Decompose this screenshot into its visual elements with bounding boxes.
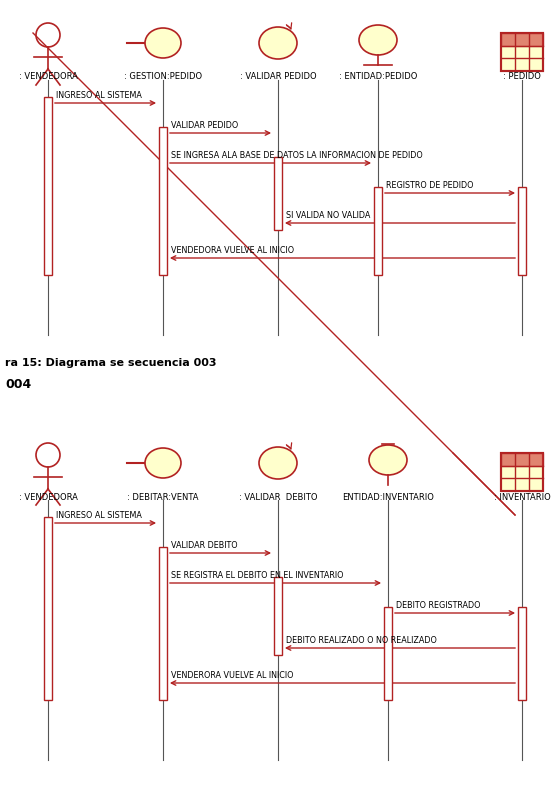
Bar [501, 453, 543, 491]
Text: INGRESO AL SISTEMA: INGRESO AL SISTEMA [56, 91, 142, 100]
Text: : ENTIDAD:PEDIDO: : ENTIDAD:PEDIDO [339, 72, 417, 81]
Bar [384, 607, 392, 700]
Bar [518, 187, 526, 275]
Text: : DEBITAR:VENTA: : DEBITAR:VENTA [127, 493, 199, 502]
Bar [44, 517, 52, 700]
Text: DEBITO REALIZADO O NO REALIZADO: DEBITO REALIZADO O NO REALIZADO [286, 636, 437, 645]
Bar [501, 33, 543, 46]
Ellipse shape [259, 27, 297, 59]
Bar [274, 157, 282, 230]
Ellipse shape [359, 25, 397, 55]
Bar [501, 33, 543, 71]
Text: SI VALIDA NO VALIDA: SI VALIDA NO VALIDA [286, 211, 370, 220]
Bar [274, 577, 282, 655]
Ellipse shape [145, 448, 181, 478]
Bar [159, 547, 167, 700]
Text: : VALIDAR  DEBITO: : VALIDAR DEBITO [239, 493, 317, 502]
Text: 004: 004 [5, 378, 31, 391]
Bar [374, 187, 382, 275]
Ellipse shape [369, 445, 407, 475]
Text: VENDERORA VUELVE AL INICIO: VENDERORA VUELVE AL INICIO [171, 671, 294, 680]
Bar [501, 453, 543, 491]
Text: VENDEDORA VUELVE AL INICIO: VENDEDORA VUELVE AL INICIO [171, 246, 294, 255]
Ellipse shape [145, 28, 181, 58]
Text: : VALIDAR PEDIDO: : VALIDAR PEDIDO [240, 72, 316, 81]
Text: : VENDEDORA: : VENDEDORA [18, 493, 77, 502]
Text: : VENDEDORA: : VENDEDORA [18, 72, 77, 81]
Text: VALIDAR DEBITO: VALIDAR DEBITO [171, 541, 238, 550]
Text: SE REGISTRA EL DEBITO EN EL INVENTARIO: SE REGISTRA EL DEBITO EN EL INVENTARIO [171, 571, 344, 580]
Text: : PEDIDO: : PEDIDO [503, 72, 541, 81]
Bar [501, 453, 543, 466]
Text: DEBITO REGISTRADO: DEBITO REGISTRADO [396, 601, 481, 610]
Text: : INVENTARIO: : INVENTARIO [494, 493, 550, 502]
Text: SE INGRESA ALA BASE DE DATOS LA INFORMACION DE PEDIDO: SE INGRESA ALA BASE DE DATOS LA INFORMAC… [171, 151, 423, 160]
Text: ENTIDAD:INVENTARIO: ENTIDAD:INVENTARIO [342, 493, 434, 502]
Text: INGRESO AL SISTEMA: INGRESO AL SISTEMA [56, 511, 142, 520]
Bar [159, 127, 167, 275]
Text: REGISTRO DE PEDIDO: REGISTRO DE PEDIDO [386, 181, 473, 190]
Bar [501, 33, 543, 71]
Bar [518, 607, 526, 700]
Text: ra 15: Diagrama se secuencia 003: ra 15: Diagrama se secuencia 003 [5, 358, 217, 368]
Ellipse shape [259, 447, 297, 479]
Text: : GESTION:PEDIDO: : GESTION:PEDIDO [124, 72, 202, 81]
Bar [44, 97, 52, 275]
Text: VALIDAR PEDIDO: VALIDAR PEDIDO [171, 121, 238, 130]
